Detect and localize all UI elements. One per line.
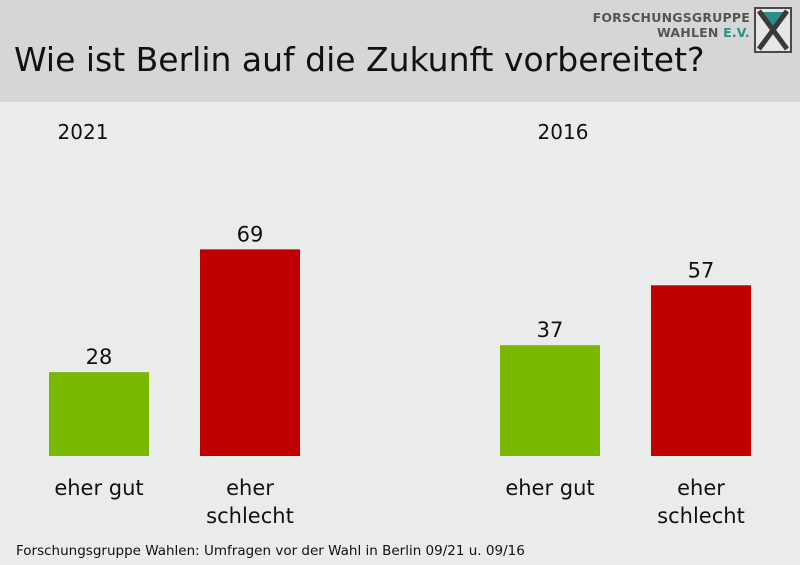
page-title: Wie ist Berlin auf die Zukunft vorbereit… (14, 40, 705, 79)
category-label: eher (226, 476, 274, 500)
bar-eher-gut (500, 345, 600, 456)
category-label: eher gut (505, 476, 594, 500)
data-label: 28 (86, 345, 113, 369)
header-bar: Wie ist Berlin auf die Zukunft vorbereit… (0, 0, 800, 102)
category-label: schlecht (657, 504, 745, 528)
logo-ev: E.V. (723, 25, 750, 40)
bar-charts: 2021 28 eher gut 69 eher schlecht 2016 37 eher g… (49, 120, 751, 528)
chart-title: 2021 (58, 120, 109, 144)
data-label: 57 (688, 258, 715, 282)
bar-eher-schlecht (200, 249, 300, 456)
bar-eher-schlecht (651, 285, 751, 456)
logo-x-icon (754, 7, 792, 53)
chart-title: 2016 (538, 120, 589, 144)
logo-line-1: FORSCHUNGSGRUPPE (592, 10, 750, 25)
data-label: 69 (237, 222, 264, 246)
category-label: eher gut (54, 476, 143, 500)
logo-line-2: WAHLEN (657, 25, 719, 40)
category-label: eher (677, 476, 725, 500)
category-label: schlecht (206, 504, 294, 528)
bar-eher-gut (49, 372, 149, 456)
data-label: 37 (537, 318, 564, 342)
source-note: Forschungsgruppe Wahlen: Umfragen vor de… (16, 543, 525, 559)
logo-text: FORSCHUNGSGRUPPE WAHLEN E.V. (593, 10, 750, 40)
